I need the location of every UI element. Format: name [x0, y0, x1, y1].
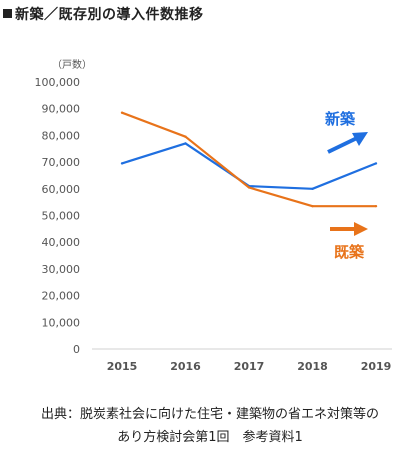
source-note-line-2: あり方検討会第1回 参考資料1	[117, 430, 303, 445]
chart-title-text: 新築／既存別の導入件数推移	[15, 7, 204, 23]
y-tick-label: 40,000	[42, 236, 81, 249]
data-point-kichiku	[247, 186, 251, 189]
data-point-kichiku	[374, 204, 378, 208]
trend-arrow-up-icon	[327, 136, 358, 154]
y-tick-label: 50,000	[42, 210, 81, 223]
data-point-shinchiku	[184, 142, 187, 145]
x-tick-label: 2015	[107, 360, 138, 373]
chart-title: 新築／既存別の導入件数推移	[3, 4, 204, 24]
data-point-shinchiku	[374, 162, 378, 165]
y-tick-label: 0	[73, 343, 80, 356]
y-axis-unit-label: （戸数）	[52, 58, 92, 71]
x-tick-label: 2019	[361, 360, 392, 373]
y-tick-label: 70,000	[42, 156, 81, 169]
y-tick-label: 100,000	[35, 76, 81, 89]
data-point-shinchiku	[311, 187, 314, 190]
source-note-line-1: 出典：脱炭素社会に向けた住宅・建築物の省エネ対策等の	[40, 407, 379, 422]
x-tick-label: 2018	[297, 360, 328, 373]
y-tick-label: 20,000	[42, 290, 81, 303]
data-point-shinchiku	[120, 162, 124, 165]
x-tick-label: 2016	[170, 360, 201, 373]
series-label-shinchiku: 新築	[325, 110, 356, 128]
y-tick-label: 10,000	[42, 316, 81, 329]
square-bullet-icon	[3, 9, 12, 18]
y-tick-label: 60,000	[42, 183, 81, 196]
series-line-shinchiku	[121, 142, 377, 190]
y-tick-label: 80,000	[42, 129, 81, 142]
trend-arrow-up-head-icon	[352, 132, 368, 146]
series-label-kichiku: 既築	[334, 243, 365, 261]
x-tick-label: 2017	[234, 360, 265, 373]
trend-arrow-flat-head-icon	[354, 222, 368, 236]
data-point-kichiku	[184, 135, 187, 138]
data-point-kichiku	[120, 111, 124, 114]
data-point-kichiku	[311, 204, 314, 208]
y-tick-label: 30,000	[42, 263, 81, 276]
y-tick-label: 90,000	[42, 103, 81, 116]
